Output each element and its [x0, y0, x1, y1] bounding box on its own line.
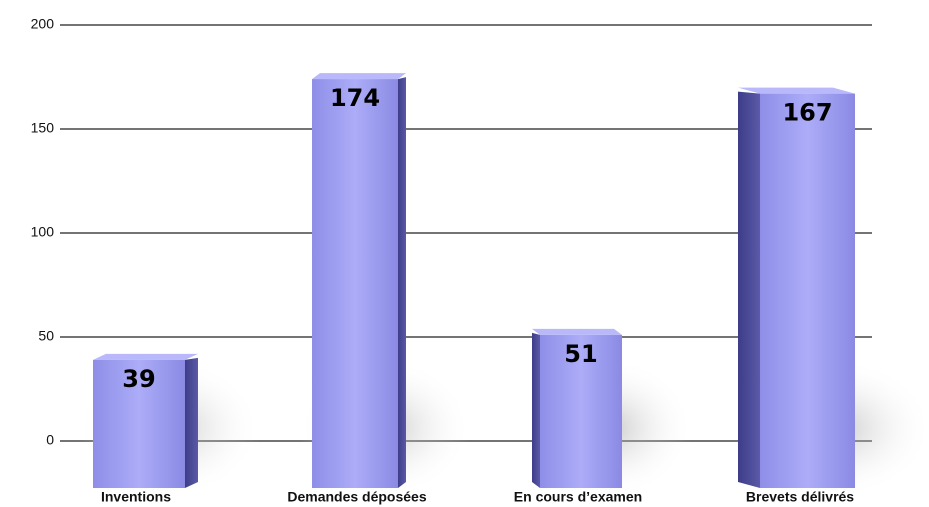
x-tick-label: Brevets délivrés: [746, 489, 854, 505]
bar-side: [185, 357, 198, 488]
bar-top: [312, 73, 406, 80]
bar-front: [312, 79, 398, 488]
x-tick-label: Inventions: [101, 489, 171, 505]
bar-side: [738, 91, 760, 488]
bar: [93, 353, 198, 488]
x-tick-label: En cours d’examen: [514, 489, 642, 505]
bar-front: [760, 93, 855, 488]
y-tick-label: 50: [38, 328, 54, 344]
y-tick-label: 150: [31, 120, 55, 136]
bar: [532, 328, 622, 488]
bar-top: [532, 328, 622, 335]
y-tick-label: 100: [31, 224, 55, 240]
bar-front: [93, 359, 185, 488]
bar-front: [540, 334, 622, 488]
bar: [738, 87, 855, 488]
value-label: 167: [782, 99, 832, 127]
value-label: 39: [122, 365, 155, 393]
bar-side: [532, 332, 540, 488]
value-label: 51: [564, 340, 597, 368]
bar-top: [93, 353, 198, 360]
bar-side: [398, 77, 406, 488]
value-label: 174: [330, 84, 380, 112]
y-tick-label: 0: [46, 432, 54, 448]
bar: [312, 73, 406, 488]
bar-top: [738, 87, 855, 94]
y-tick-label: 200: [31, 16, 55, 32]
x-tick-label: Demandes déposées: [287, 489, 426, 505]
